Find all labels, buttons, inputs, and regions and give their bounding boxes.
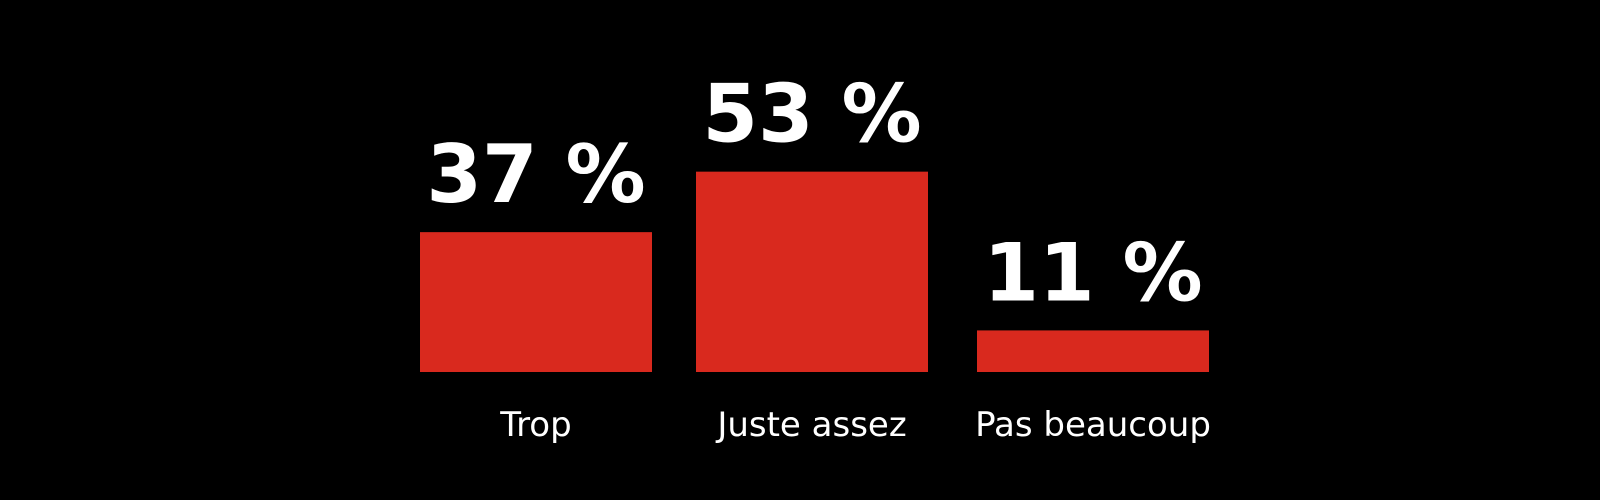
value-label-1: 37 % <box>426 128 645 221</box>
category-label-1: Trop <box>499 405 571 445</box>
category-label-3: Pas beaucoup <box>975 405 1211 445</box>
bar-2 <box>696 171 928 372</box>
value-label-2: 53 % <box>702 68 921 161</box>
bar-1 <box>420 232 652 372</box>
value-label-3: 11 % <box>983 226 1202 319</box>
bar-3 <box>977 330 1209 372</box>
category-label-2: Juste assez <box>715 405 906 445</box>
